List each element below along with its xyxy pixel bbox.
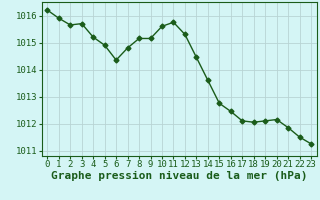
X-axis label: Graphe pression niveau de la mer (hPa): Graphe pression niveau de la mer (hPa) <box>51 171 308 181</box>
